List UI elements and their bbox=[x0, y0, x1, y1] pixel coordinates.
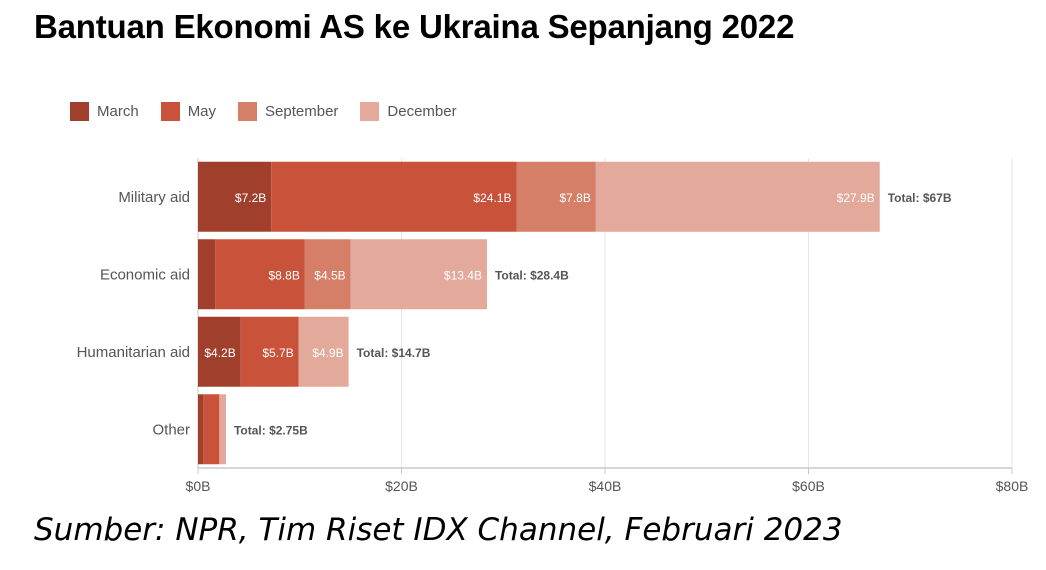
x-tick-label: $80B bbox=[996, 478, 1029, 494]
chart: $0B $20B $40B $60B $80B Military aid $7.2B $24.… bbox=[77, 158, 1029, 494]
data-label: $4.9B bbox=[312, 346, 343, 360]
x-tick-label: $60B bbox=[792, 478, 825, 494]
legend: March May September December bbox=[70, 102, 457, 121]
legend-label: December bbox=[387, 103, 457, 120]
bar-segment bbox=[203, 394, 220, 465]
bar-segment bbox=[219, 394, 226, 465]
bar-segment bbox=[595, 161, 880, 232]
legend-item-december[interactable]: December bbox=[360, 102, 457, 121]
category-label: Economic aid bbox=[100, 266, 190, 283]
data-label: $27.9B bbox=[837, 191, 875, 205]
category-label: Military aid bbox=[118, 189, 190, 206]
legend-swatch bbox=[360, 102, 380, 121]
bar-segment bbox=[240, 316, 299, 387]
legend-swatch bbox=[160, 102, 180, 121]
bar-segment bbox=[271, 161, 517, 232]
bar-segment bbox=[198, 316, 241, 387]
total-label: Total: $14.7B bbox=[357, 346, 431, 360]
category-label: Humanitarian aid bbox=[77, 344, 190, 361]
chart-title: Bantuan Ekonomi AS ke Ukraina Sepanjang … bbox=[34, 8, 795, 45]
x-tick-label: $20B bbox=[385, 478, 418, 494]
legend-item-march[interactable]: March bbox=[70, 102, 139, 121]
data-label: $24.1B bbox=[473, 191, 511, 205]
legend-swatch bbox=[238, 102, 258, 121]
legend-item-september[interactable]: September bbox=[238, 102, 338, 121]
legend-label: May bbox=[187, 103, 217, 120]
bar-segment bbox=[298, 316, 349, 387]
legend-label: September bbox=[265, 103, 339, 120]
data-label: $7.8B bbox=[559, 191, 590, 205]
data-label: $4.2B bbox=[204, 346, 235, 360]
bar-segment bbox=[198, 161, 272, 232]
bar-segment bbox=[198, 394, 204, 465]
bar-segment bbox=[516, 161, 596, 232]
bar-segment bbox=[350, 239, 487, 310]
x-tick-label: $0B bbox=[186, 478, 211, 494]
total-label: Total: $28.4B bbox=[495, 268, 569, 282]
data-label: $8.8B bbox=[268, 268, 299, 282]
data-label: $13.4B bbox=[444, 268, 482, 282]
source-note: Sumber: NPR, Tim Riset IDX Channel, Febr… bbox=[34, 512, 843, 548]
legend-swatch bbox=[70, 102, 89, 121]
bar-segment bbox=[198, 239, 216, 310]
data-label: $7.2B bbox=[235, 191, 266, 205]
category-label: Other bbox=[152, 421, 190, 438]
bar-segment bbox=[304, 239, 351, 310]
bar-segment bbox=[215, 239, 305, 310]
x-tick-label: $40B bbox=[589, 478, 622, 494]
legend-item-may[interactable]: May bbox=[160, 102, 217, 121]
data-label: $5.7B bbox=[262, 346, 293, 360]
total-label: Total: $2.75B bbox=[234, 423, 308, 437]
legend-label: March bbox=[97, 103, 139, 120]
data-label: $4.5B bbox=[314, 268, 345, 282]
total-label: Total: $67B bbox=[888, 191, 952, 205]
